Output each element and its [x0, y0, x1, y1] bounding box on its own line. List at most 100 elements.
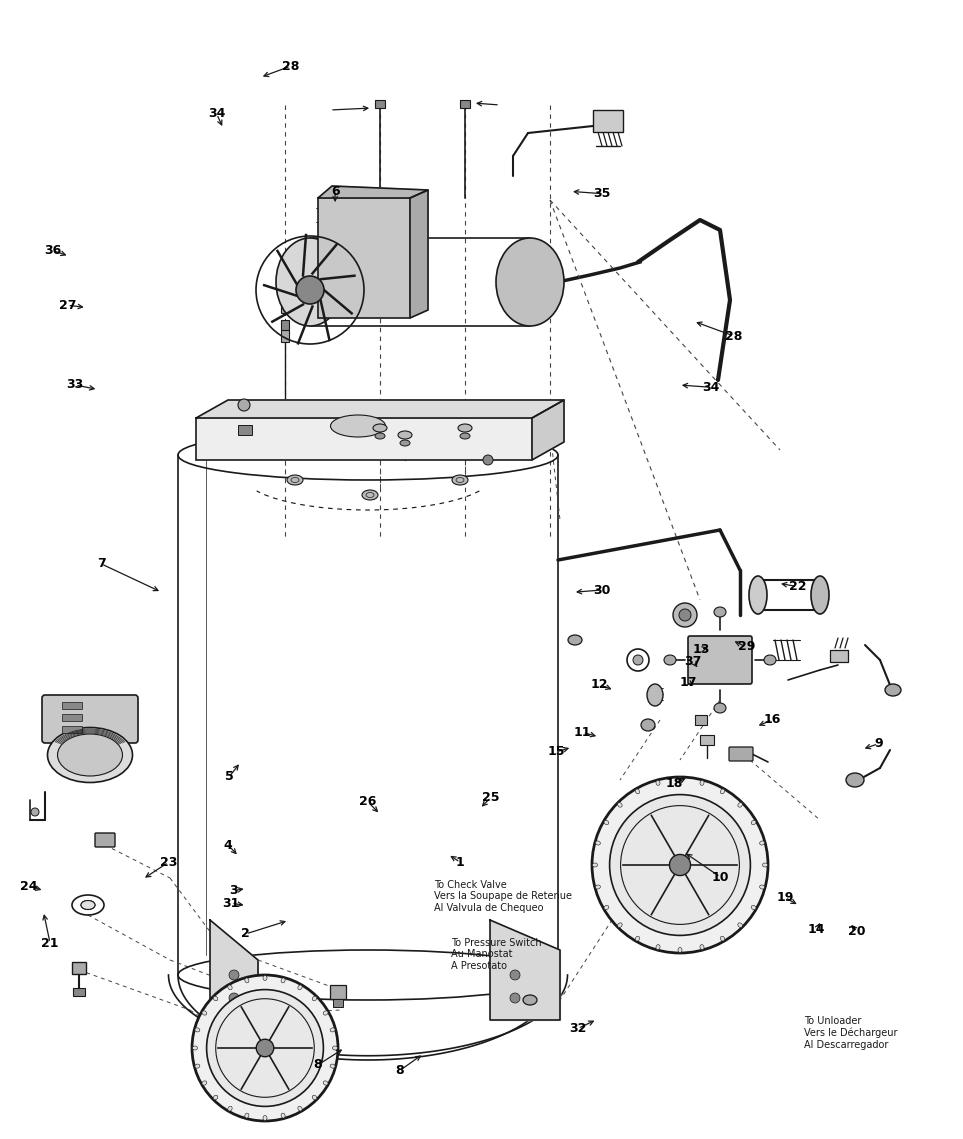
Ellipse shape [298, 1106, 302, 1111]
Ellipse shape [398, 431, 412, 439]
Bar [830, 650, 848, 662]
Text: 25: 25 [482, 790, 500, 804]
Text: 2: 2 [241, 927, 250, 941]
Text: 3: 3 [229, 884, 237, 898]
Ellipse shape [647, 685, 663, 706]
Ellipse shape [195, 1027, 200, 1032]
Circle shape [238, 399, 250, 411]
Ellipse shape [714, 703, 726, 713]
Polygon shape [532, 400, 564, 460]
Polygon shape [410, 190, 428, 318]
Bar [238, 425, 252, 435]
Ellipse shape [362, 490, 378, 500]
Text: 5: 5 [224, 770, 234, 784]
Ellipse shape [641, 719, 655, 731]
Ellipse shape [595, 885, 600, 890]
Text: 28: 28 [725, 329, 742, 343]
Text: 33: 33 [66, 378, 84, 392]
Circle shape [229, 970, 239, 980]
Ellipse shape [298, 985, 302, 990]
Ellipse shape [245, 978, 248, 983]
Bar [700, 735, 714, 745]
FancyBboxPatch shape [729, 747, 753, 761]
Text: 21: 21 [41, 936, 59, 950]
Ellipse shape [604, 820, 609, 825]
Ellipse shape [287, 475, 303, 485]
Ellipse shape [281, 978, 285, 983]
Circle shape [510, 993, 520, 1003]
Text: 16: 16 [764, 713, 781, 727]
Text: 12: 12 [590, 678, 608, 691]
Bar [281, 293, 289, 300]
Ellipse shape [523, 995, 537, 1005]
Ellipse shape [312, 997, 317, 1001]
Circle shape [256, 1039, 273, 1057]
Ellipse shape [664, 655, 676, 665]
Circle shape [510, 970, 520, 980]
FancyBboxPatch shape [95, 833, 115, 847]
Ellipse shape [885, 685, 901, 696]
Ellipse shape [373, 424, 387, 432]
Polygon shape [210, 920, 258, 1015]
Bar [62, 726, 82, 734]
Polygon shape [318, 186, 428, 198]
Ellipse shape [458, 424, 472, 432]
Ellipse shape [81, 901, 95, 910]
Bar [333, 999, 343, 1007]
Ellipse shape [749, 576, 767, 614]
Ellipse shape [617, 923, 622, 927]
Bar [62, 702, 82, 708]
Circle shape [301, 282, 315, 297]
Text: 11: 11 [574, 726, 591, 739]
Polygon shape [196, 400, 564, 418]
Bar [695, 715, 707, 726]
Text: 4: 4 [223, 838, 233, 852]
Text: 9: 9 [874, 737, 882, 751]
Ellipse shape [202, 1081, 207, 1085]
Ellipse shape [636, 789, 639, 794]
Ellipse shape [460, 433, 470, 439]
Ellipse shape [192, 975, 338, 1121]
Ellipse shape [193, 1046, 197, 1050]
Text: To Check Valve
Vers la Soupape de Retenue
Al Valvula de Chequeo: To Check Valve Vers la Soupape de Retenu… [434, 879, 572, 913]
FancyBboxPatch shape [688, 636, 752, 685]
Bar [330, 985, 346, 999]
Ellipse shape [452, 475, 468, 485]
Ellipse shape [207, 990, 324, 1106]
Bar [196, 418, 532, 460]
Ellipse shape [636, 936, 639, 941]
Bar [281, 320, 289, 330]
Bar [593, 110, 623, 132]
Ellipse shape [228, 1106, 232, 1111]
Text: 17: 17 [680, 675, 697, 689]
Bar [375, 100, 385, 108]
Text: To Unloader
Vers le Déchargeur
Al Descarregador: To Unloader Vers le Déchargeur Al Descar… [804, 1016, 898, 1050]
Ellipse shape [678, 778, 682, 782]
Text: 31: 31 [222, 896, 240, 910]
Ellipse shape [276, 238, 344, 326]
Text: 13: 13 [692, 642, 710, 656]
Text: 14: 14 [808, 923, 825, 936]
Ellipse shape [195, 1064, 200, 1068]
Ellipse shape [595, 841, 600, 845]
Text: 26: 26 [359, 795, 377, 809]
Text: 36: 36 [44, 244, 62, 257]
Ellipse shape [245, 1113, 248, 1118]
Ellipse shape [738, 923, 742, 927]
Ellipse shape [332, 1046, 337, 1050]
Ellipse shape [281, 1113, 285, 1118]
Text: 22: 22 [789, 580, 806, 593]
Text: 8: 8 [314, 1058, 322, 1072]
Text: 29: 29 [738, 640, 755, 654]
Circle shape [679, 609, 691, 621]
Ellipse shape [656, 944, 660, 950]
Ellipse shape [811, 576, 829, 614]
Ellipse shape [400, 440, 410, 446]
Ellipse shape [610, 795, 750, 935]
Ellipse shape [720, 936, 724, 941]
Ellipse shape [592, 863, 597, 867]
Ellipse shape [47, 728, 133, 782]
Bar [318, 198, 410, 318]
Ellipse shape [764, 655, 776, 665]
Text: 37: 37 [685, 655, 702, 669]
